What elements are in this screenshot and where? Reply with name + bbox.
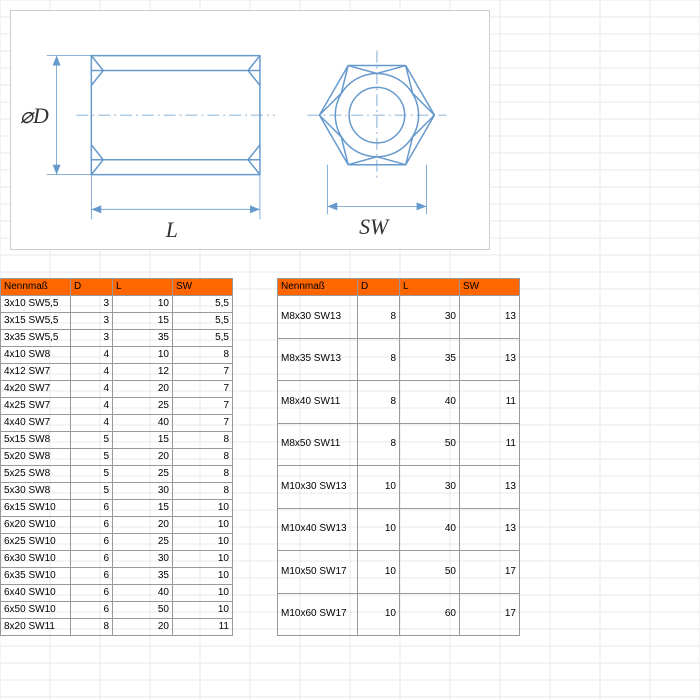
table-row: 4x10 SW84108: [1, 347, 233, 364]
table-row: 5x15 SW85158: [1, 432, 233, 449]
table-row: 6x20 SW1062010: [1, 517, 233, 534]
table-row: 4x12 SW74127: [1, 364, 233, 381]
table-row: 6x30 SW1063010: [1, 551, 233, 568]
col-header: L: [400, 279, 460, 296]
label-d: ⌀D: [20, 104, 49, 128]
table-row: M8x40 SW1184011: [278, 381, 520, 424]
table-row: M8x30 SW1383013: [278, 296, 520, 339]
table-row: 4x25 SW74257: [1, 398, 233, 415]
table-row: 3x15 SW5,53155,5: [1, 313, 233, 330]
table-row: 6x50 SW1065010: [1, 602, 233, 619]
col-header: Nennmaß: [1, 279, 71, 296]
table-row: 4x40 SW74407: [1, 415, 233, 432]
table-row: 4x20 SW74207: [1, 381, 233, 398]
table-row: 3x10 SW5,53105,5: [1, 296, 233, 313]
table-row: M10x60 SW17106017: [278, 593, 520, 636]
col-header: L: [113, 279, 173, 296]
table-row: 5x20 SW85208: [1, 449, 233, 466]
table-row: 6x15 SW1061510: [1, 500, 233, 517]
label-sw: SW: [359, 215, 390, 239]
table-row: 8x20 SW1182011: [1, 619, 233, 636]
table-row: 3x35 SW5,53355,5: [1, 330, 233, 347]
technical-drawing: ⌀D L SW: [10, 10, 490, 250]
table-row: 6x35 SW1063510: [1, 568, 233, 585]
col-header: SW: [460, 279, 520, 296]
table-row: M10x50 SW17105017: [278, 551, 520, 594]
table-row: 5x25 SW85258: [1, 466, 233, 483]
col-header: SW: [173, 279, 233, 296]
col-header: D: [71, 279, 113, 296]
table-row: M8x35 SW1383513: [278, 338, 520, 381]
table-row: M8x50 SW1185011: [278, 423, 520, 466]
dimensions-table-right: NennmaßDLSW M8x30 SW1383013M8x35 SW13835…: [277, 278, 520, 636]
col-header: Nennmaß: [278, 279, 358, 296]
table-row: M10x40 SW13104013: [278, 508, 520, 551]
table-row: 6x40 SW1064010: [1, 585, 233, 602]
dimensions-table-left: NennmaßDLSW 3x10 SW5,53105,53x15 SW5,531…: [0, 278, 233, 636]
col-header: D: [358, 279, 400, 296]
table-row: M10x30 SW13103013: [278, 466, 520, 509]
label-l: L: [165, 218, 178, 242]
table-row: 6x25 SW1062510: [1, 534, 233, 551]
table-row: 5x30 SW85308: [1, 483, 233, 500]
